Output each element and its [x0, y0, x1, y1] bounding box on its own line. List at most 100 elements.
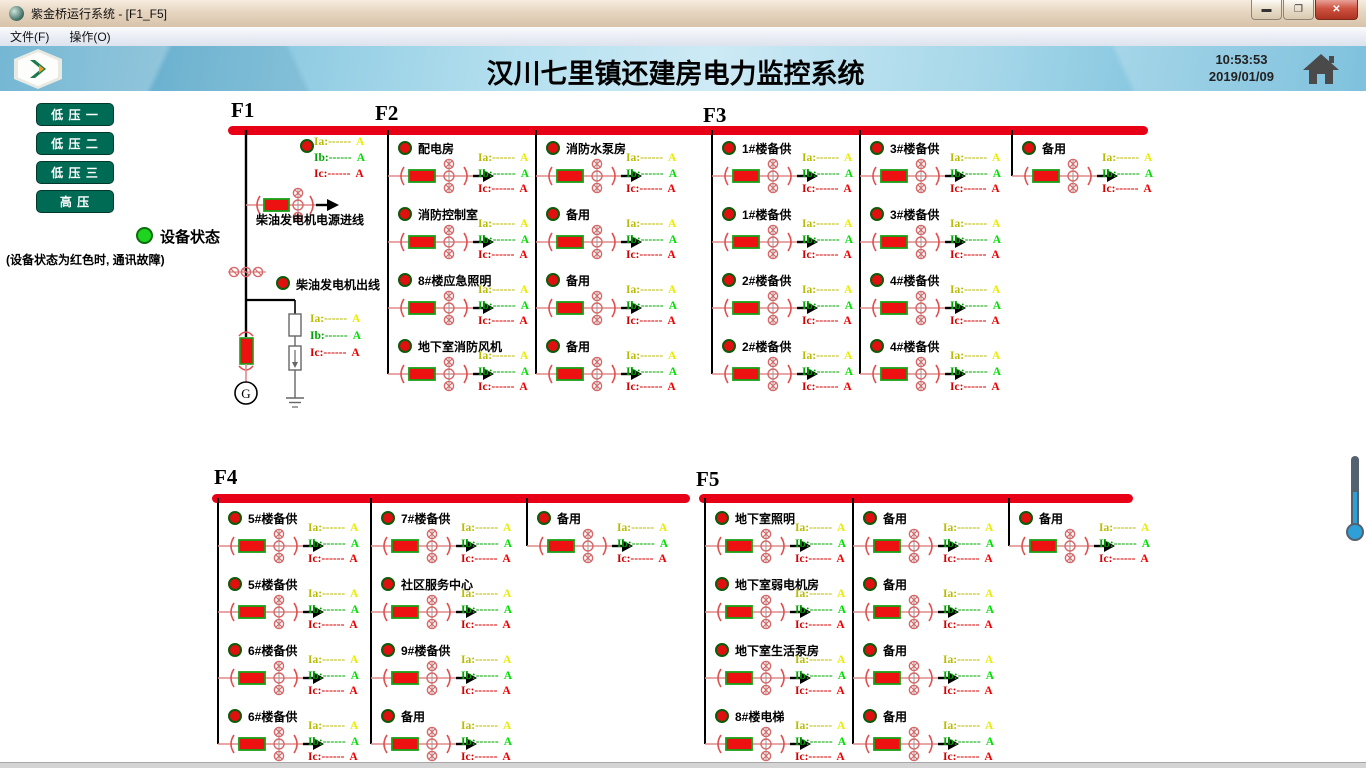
- switch-symbol[interactable]: [218, 724, 324, 764]
- branch[interactable]: 6#楼备供 Ia:------ A Ib:------ A Ic:------ A: [218, 706, 364, 772]
- switch-symbol[interactable]: [218, 592, 324, 632]
- switch-symbol[interactable]: [536, 222, 642, 262]
- switch-symbol[interactable]: [388, 222, 494, 262]
- branch[interactable]: 配电房 Ia:------ A Ib:------ A Ic:------ A: [388, 138, 534, 204]
- branch[interactable]: 7#楼备供 Ia:------ A Ib:------ A Ic:------ A: [371, 508, 517, 574]
- nav-button-lv1[interactable]: 低 压 一: [36, 103, 114, 126]
- branch[interactable]: 9#楼备供 Ia:------ A Ib:------ A Ic:------ A: [371, 640, 517, 706]
- phase-unit: A: [668, 365, 677, 378]
- phase-label: Ia:: [943, 588, 958, 600]
- switch-symbol[interactable]: [853, 592, 959, 632]
- branch[interactable]: 4#楼备供 Ia:------ A Ib:------ A Ic:------ A: [860, 270, 1006, 336]
- branch-label: 9#楼备供: [401, 644, 451, 658]
- device-status-dot: [863, 577, 877, 591]
- branch[interactable]: 3#楼备供 Ia:------ A Ib:------ A Ic:------ A: [860, 138, 1006, 204]
- phase-unit: A: [836, 685, 845, 697]
- branch[interactable]: 备用 Ia:------ A Ib:------ A Ic:------ A: [853, 574, 999, 640]
- branch[interactable]: 5#楼备供 Ia:------ A Ib:------ A Ic:------ A: [218, 508, 364, 574]
- switch-symbol[interactable]: [705, 658, 811, 698]
- branch[interactable]: 备用 Ia:------ A Ib:------ A Ic:------ A: [536, 270, 682, 336]
- switch-symbol[interactable]: [705, 526, 811, 566]
- branch[interactable]: 地下室照明 Ia:------ A Ib:------ A Ic:------ A: [705, 508, 851, 574]
- nav-button-lv3[interactable]: 低 压 三: [36, 161, 114, 184]
- switch-symbol[interactable]: [371, 658, 477, 698]
- branch[interactable]: 备用 Ia:------ A Ib:------ A Ic:------ A: [371, 706, 517, 772]
- f1-generator-circuit[interactable]: G: [226, 130, 466, 430]
- switch-symbol[interactable]: [218, 658, 324, 698]
- switch-symbol[interactable]: [1009, 526, 1115, 566]
- switch-symbol[interactable]: [371, 592, 477, 632]
- branch[interactable]: 消防水泵房 Ia:------ A Ib:------ A Ic:------ A: [536, 138, 682, 204]
- close-button[interactable]: ✕: [1315, 0, 1358, 20]
- branch[interactable]: 8#楼电梯 Ia:------ A Ib:------ A Ic:------ A: [705, 706, 851, 772]
- branch[interactable]: 消防控制室 Ia:------ A Ib:------ A Ic:------ A: [388, 204, 534, 270]
- switch-symbol[interactable]: [388, 354, 494, 394]
- branch[interactable]: 地下室生活泵房 Ia:------ A Ib:------ A Ic:------ A: [705, 640, 851, 706]
- switch-symbol[interactable]: [536, 288, 642, 328]
- menu-file[interactable]: 文件(F): [10, 30, 50, 44]
- phase-unit: A: [992, 233, 1001, 246]
- switch-symbol[interactable]: [712, 354, 818, 394]
- current-row: Ib:------ A: [795, 603, 865, 619]
- branch[interactable]: 备用 Ia:------ A Ib:------ A Ic:------ A: [1009, 508, 1155, 574]
- switch-symbol[interactable]: [860, 156, 966, 196]
- switch-symbol[interactable]: [712, 288, 818, 328]
- branch[interactable]: 备用 Ia:------ A Ib:------ A Ic:------ A: [536, 204, 682, 270]
- nav-button-hv[interactable]: 高 压: [36, 190, 114, 213]
- switch-symbol[interactable]: [853, 658, 959, 698]
- restore-button[interactable]: ❐: [1283, 0, 1314, 20]
- menu-operate[interactable]: 操作(O): [69, 30, 111, 44]
- feeder-label-f1: F1: [231, 98, 255, 122]
- branch[interactable]: 地下室弱电机房 Ia:------ A Ib:------ A Ic:------ A: [705, 574, 851, 640]
- branch[interactable]: 6#楼备供 Ia:------ A Ib:------ A Ic:------ A: [218, 640, 364, 706]
- switch-symbol[interactable]: [712, 222, 818, 262]
- switch-symbol[interactable]: [536, 156, 642, 196]
- title-bar[interactable]: 紫金桥运行系统 - [F1_F5] ▬ ❐ ✕: [0, 0, 1366, 28]
- phase-unit: A: [1141, 537, 1150, 550]
- switch-symbol[interactable]: [853, 526, 959, 566]
- branch[interactable]: 1#楼备供 Ia:------ A Ib:------ A Ic:------ A: [712, 204, 858, 270]
- switch-symbol[interactable]: [388, 156, 494, 196]
- branch[interactable]: 1#楼备供 Ia:------ A Ib:------ A Ic:------ A: [712, 138, 858, 204]
- switch-symbol[interactable]: [536, 354, 642, 394]
- home-icon[interactable]: [1302, 53, 1340, 85]
- minimize-button[interactable]: ▬: [1251, 0, 1282, 20]
- branch[interactable]: 4#楼备供 Ia:------ A Ib:------ A Ic:------ A: [860, 336, 1006, 402]
- branch[interactable]: 备用 Ia:------ A Ib:------ A Ic:------ A: [1012, 138, 1158, 204]
- switch-symbol[interactable]: [1012, 156, 1118, 196]
- switch-symbol[interactable]: [371, 526, 477, 566]
- branch[interactable]: 社区服务中心 Ia:------ A Ib:------ A Ic:------ A: [371, 574, 517, 640]
- switch-symbol[interactable]: [860, 354, 966, 394]
- branch[interactable]: 备用 Ia:------ A Ib:------ A Ic:------ A: [536, 336, 682, 402]
- phase-value: ------: [639, 315, 663, 327]
- current-row: Ia:------ A: [626, 283, 696, 299]
- branch[interactable]: 2#楼备供 Ia:------ A Ib:------ A Ic:------ A: [712, 270, 858, 336]
- branch[interactable]: 8#楼应急照明 Ia:------ A Ib:------ A Ic:------ A: [388, 270, 534, 336]
- switch-symbol[interactable]: [853, 724, 959, 764]
- branch[interactable]: 5#楼备供 Ia:------ A Ib:------ A Ic:------ A: [218, 574, 364, 640]
- branch[interactable]: 备用 Ia:------ A Ib:------ A Ic:------ A: [527, 508, 673, 574]
- branch[interactable]: 备用 Ia:------ A Ib:------ A Ic:------ A: [853, 508, 999, 574]
- branch[interactable]: 3#楼备供 Ia:------ A Ib:------ A Ic:------ A: [860, 204, 1006, 270]
- switch-symbol[interactable]: [860, 222, 966, 262]
- switch-symbol[interactable]: [705, 592, 811, 632]
- current-row: Ia:------ A: [626, 349, 696, 365]
- branch[interactable]: 备用 Ia:------ A Ib:------ A Ic:------ A: [853, 640, 999, 706]
- switch-symbol[interactable]: [371, 724, 477, 764]
- switch-symbol[interactable]: [860, 288, 966, 328]
- switch-symbol[interactable]: [705, 724, 811, 764]
- branch[interactable]: 备用 Ia:------ A Ib:------ A Ic:------ A: [853, 706, 999, 772]
- phase-unit: A: [992, 152, 1001, 164]
- nav-button-lv2[interactable]: 低 压 二: [36, 132, 114, 155]
- phase-value: ------: [963, 249, 987, 261]
- switch-symbol[interactable]: [712, 156, 818, 196]
- branch[interactable]: 2#楼备供 Ia:------ A Ib:------ A Ic:------ A: [712, 336, 858, 402]
- feeder-riser: [859, 130, 861, 374]
- device-status-led: [136, 227, 153, 244]
- branch[interactable]: 地下室消防风机 Ia:------ A Ib:------ A Ic:------ A: [388, 336, 534, 402]
- switch-symbol[interactable]: [388, 288, 494, 328]
- switch-symbol[interactable]: [218, 526, 324, 566]
- phase-unit: A: [844, 284, 853, 296]
- device-status-dot: [381, 577, 395, 591]
- switch-symbol[interactable]: [527, 526, 633, 566]
